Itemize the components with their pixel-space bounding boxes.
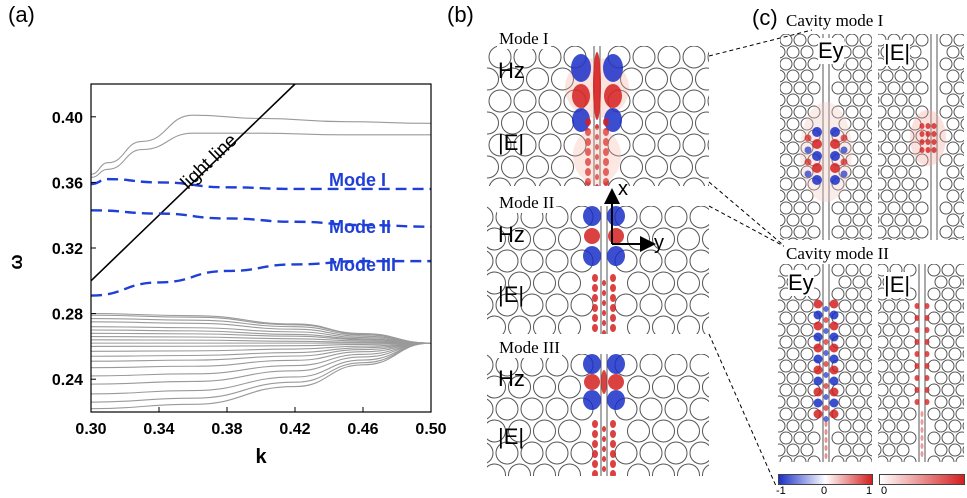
lower-band-line [91, 326, 431, 344]
lower-band-line [91, 342, 431, 395]
cavity-2-e-label: |E| [884, 272, 911, 298]
panel-a-label: (a) [8, 2, 35, 27]
lower-band-line [91, 342, 431, 357]
x-tick-label: 0.34 [143, 421, 174, 438]
lower-band-line [91, 342, 431, 385]
lower-band-line [91, 342, 431, 352]
colorbar-tick-max: 1 [866, 485, 873, 497]
lower-band-line [91, 342, 431, 369]
x-tick-label: 0.50 [415, 421, 446, 438]
x-tick-label: 0.46 [347, 421, 378, 438]
cavity-1-ey-map [780, 34, 872, 240]
lower-band-line [91, 342, 431, 403]
lower-band-line [91, 336, 431, 344]
colorbar-tick-mid: 0 [821, 485, 828, 497]
y-tick-label: 0.40 [52, 110, 83, 127]
cavity-mode-2-title: Cavity mode II [784, 244, 891, 264]
colorbar-tick-min: -1 [776, 485, 786, 497]
lower-band-line [91, 342, 431, 377]
mode-2-e-label: |E| [498, 282, 525, 307]
panel-c-label: (c) [752, 5, 778, 30]
cavity-2-ey-map [778, 264, 872, 462]
mode-3-e-label: |E| [498, 424, 525, 449]
lower-band-line [91, 342, 431, 362]
lower-band-line [91, 314, 431, 344]
cavity-mode-1-title: Cavity mode I [786, 11, 884, 30]
coordinate-axes [604, 188, 656, 252]
mode-3-hz-label: Hz [498, 366, 525, 391]
x-tick-label: 0.38 [211, 421, 242, 438]
mode-2-title: Mode II [497, 193, 557, 213]
mode-1-hz-label: Hz [498, 58, 525, 83]
lower-band-line [91, 342, 431, 347]
mode-line [91, 177, 431, 191]
mode-1-title: Mode I [497, 29, 551, 49]
mode-line [91, 209, 431, 228]
cavity-2-ey-label: Ey [788, 270, 814, 296]
y-tick-label: 0.24 [52, 372, 83, 389]
lower-band-line [91, 332, 431, 344]
mode-3-field-map [487, 354, 709, 476]
mode-annotation: Mode III [329, 255, 396, 275]
lower-band-line [91, 317, 431, 344]
upper-band-line [91, 132, 431, 179]
y-tick-label: 0.36 [52, 175, 83, 192]
y-axis-letter: y [654, 232, 664, 254]
colorbar-mag-tick-min: 0 [881, 485, 888, 497]
mode-line [91, 259, 431, 297]
cavity-2-e-map [878, 264, 964, 462]
mode-annotation: Mode I [329, 170, 386, 190]
x-axis-letter: x [618, 178, 628, 200]
light-line [91, 84, 296, 282]
mode-3-title: Mode III [497, 338, 562, 358]
cavity-1-e-label: |E| [884, 40, 911, 66]
x-tick-label: 0.30 [75, 421, 106, 438]
colorbar-signed [778, 474, 873, 485]
x-axis-label: k [255, 446, 267, 468]
lower-band-line [91, 342, 431, 410]
upper-band-line [91, 114, 431, 175]
mode-1-field-map [487, 46, 709, 186]
y-tick-label: 0.32 [52, 241, 83, 258]
panel-b-label: (b) [447, 2, 474, 27]
mode-2-hz-label: Hz [498, 222, 525, 247]
colorbar-magnitude [879, 474, 965, 485]
lower-band-line [91, 313, 431, 344]
y-axis-label: ω [6, 254, 26, 269]
mode-annotation: Mode II [329, 217, 391, 237]
dispersion-chart: 0.30 0.34 0.38 0.42 0.46 0.50 0.24 0.28 0.32 0.36… [6, 83, 447, 468]
y-tick-label: 0.28 [52, 307, 83, 324]
lower-band-line [91, 321, 431, 344]
lower-band-line [91, 339, 431, 344]
mode-1-e-label: |E| [498, 130, 525, 155]
lower-band-line [91, 329, 431, 344]
cavity-1-ey-label: Ey [818, 38, 844, 64]
x-tick-label: 0.42 [279, 421, 310, 438]
